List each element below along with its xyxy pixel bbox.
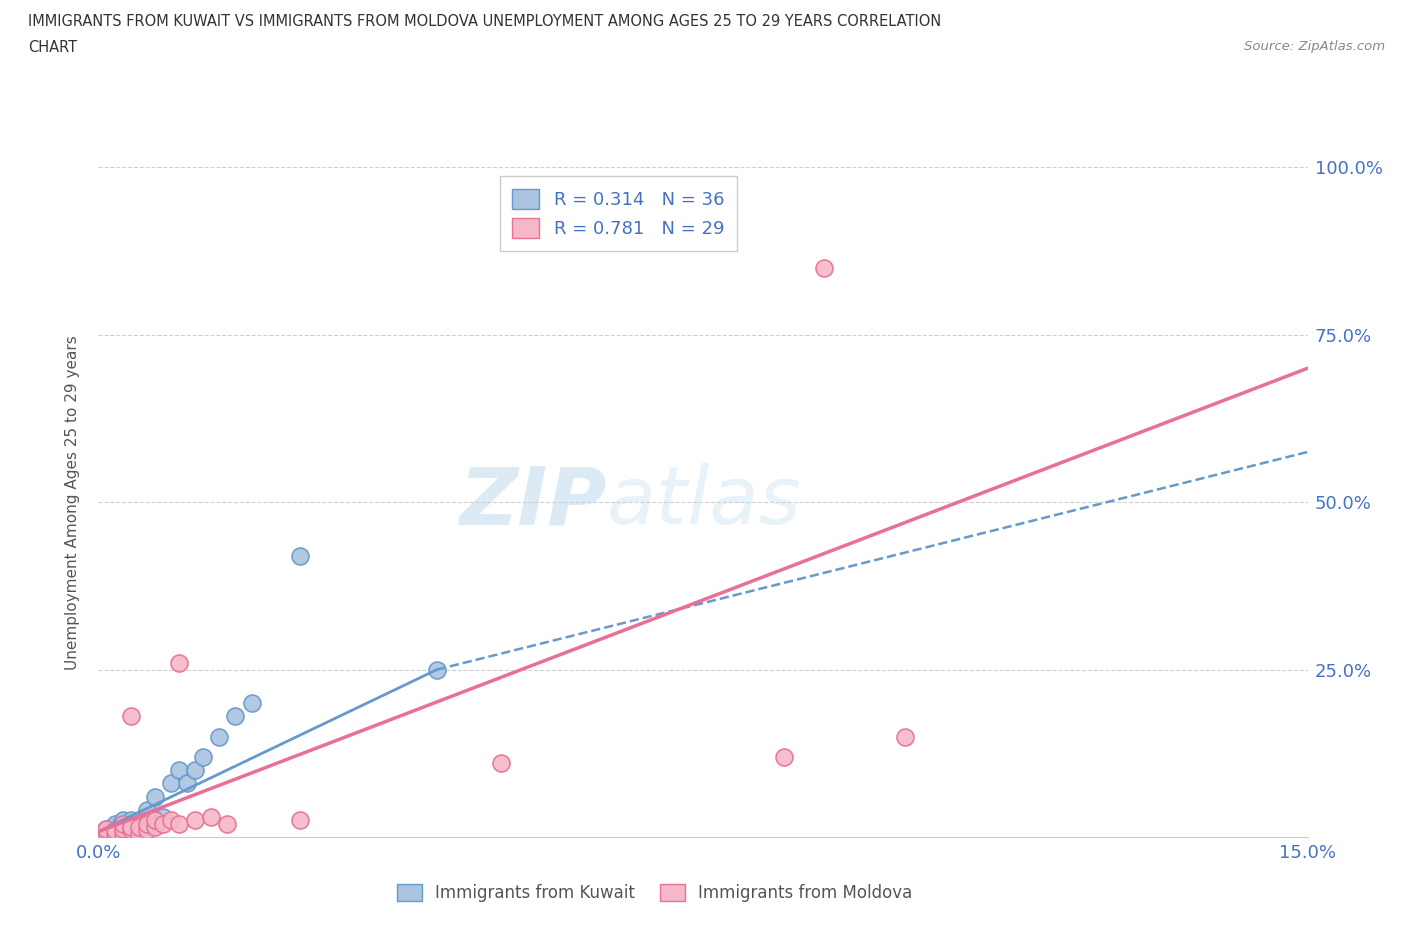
Point (135, 823, 157, 838)
Point (128, 826, 150, 841)
Point (288, 813, 311, 828)
Point (288, 549, 311, 564)
Point (103, 819, 125, 834)
Point (120, 819, 142, 834)
Point (111, 817, 134, 831)
Point (491, 756, 513, 771)
Point (120, 813, 142, 828)
Point (96, 821, 118, 836)
Point (111, 823, 134, 838)
Point (184, 763, 207, 777)
Text: Source: ZipAtlas.com: Source: ZipAtlas.com (1244, 40, 1385, 53)
Point (893, 729, 915, 744)
Point (111, 826, 134, 841)
Point (193, 750, 215, 764)
Point (103, 826, 125, 841)
Text: IMMIGRANTS FROM KUWAIT VS IMMIGRANTS FROM MOLDOVA UNEMPLOYMENT AMONG AGES 25 TO : IMMIGRANTS FROM KUWAIT VS IMMIGRANTS FRO… (28, 14, 942, 29)
Point (111, 819, 134, 834)
Point (143, 817, 166, 831)
Point (176, 776, 198, 790)
Point (772, 750, 794, 764)
Point (100, 823, 122, 838)
Point (143, 813, 166, 828)
Point (813, 260, 835, 275)
Point (111, 817, 134, 832)
Point (217, 817, 239, 831)
Point (96, 824, 118, 839)
Point (224, 709, 246, 724)
Point (143, 819, 166, 834)
Point (167, 817, 190, 831)
Point (128, 819, 150, 834)
Point (120, 709, 142, 724)
Point (160, 813, 183, 828)
Point (111, 821, 134, 836)
Point (96, 821, 118, 836)
Point (135, 817, 157, 831)
Point (111, 817, 134, 831)
Point (152, 809, 174, 824)
Point (128, 821, 150, 836)
Text: atlas: atlas (606, 463, 801, 541)
Point (160, 776, 183, 790)
Point (103, 817, 125, 831)
Legend: Immigrants from Kuwait, Immigrants from Moldova: Immigrants from Kuwait, Immigrants from … (389, 878, 920, 909)
Point (103, 823, 125, 838)
Point (143, 790, 166, 804)
Point (184, 813, 207, 828)
Point (128, 813, 150, 828)
Point (135, 803, 157, 817)
Point (120, 823, 142, 838)
Point (120, 819, 142, 834)
Point (128, 823, 150, 838)
Point (107, 819, 129, 834)
Point (120, 817, 142, 831)
Text: ZIP: ZIP (458, 463, 606, 541)
Point (167, 763, 190, 777)
Point (426, 662, 449, 677)
Point (208, 729, 231, 744)
Point (128, 817, 150, 832)
Point (103, 823, 125, 838)
Text: CHART: CHART (28, 40, 77, 55)
Point (152, 817, 174, 831)
Point (200, 809, 222, 824)
Point (167, 656, 190, 671)
Point (96, 824, 118, 839)
Point (240, 696, 263, 711)
Point (135, 819, 157, 834)
Point (91, 826, 114, 841)
Point (91, 826, 114, 841)
Y-axis label: Unemployment Among Ages 25 to 29 years: Unemployment Among Ages 25 to 29 years (65, 335, 80, 670)
Point (111, 813, 134, 828)
Point (120, 823, 142, 838)
